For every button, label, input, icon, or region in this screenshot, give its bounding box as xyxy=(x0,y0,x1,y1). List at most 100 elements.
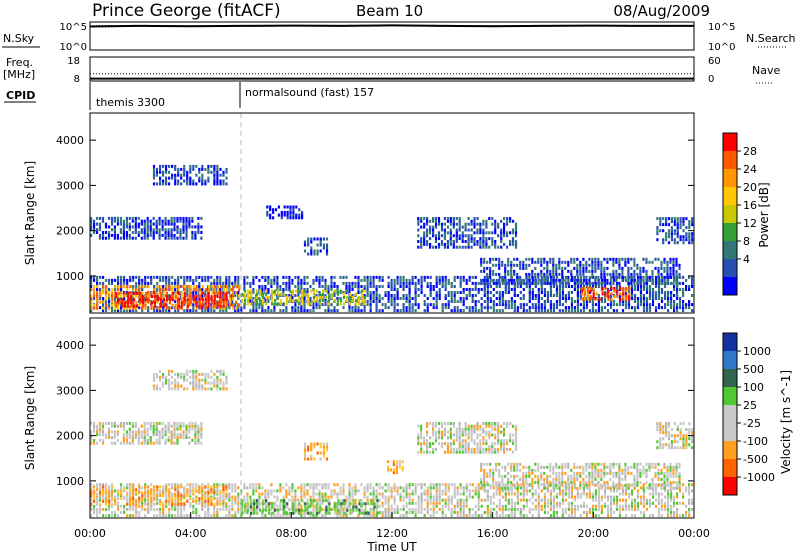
power-cell xyxy=(471,288,474,291)
velocity-cell xyxy=(423,498,426,502)
power-cell xyxy=(399,309,402,313)
velocity-cell xyxy=(270,492,273,496)
power-cell xyxy=(393,288,396,291)
velocity-cell xyxy=(363,495,366,499)
power-cell xyxy=(514,245,518,249)
velocity-cell xyxy=(453,511,456,514)
power-cell xyxy=(348,288,351,291)
power-cell xyxy=(678,275,681,279)
power-cell xyxy=(470,219,473,223)
velocity-cell xyxy=(348,489,351,493)
power-cell xyxy=(180,182,183,186)
power-cell xyxy=(96,278,99,282)
power-cell xyxy=(159,301,163,305)
power-cell xyxy=(528,306,531,310)
velocity-cell xyxy=(624,492,628,496)
velocity-cell xyxy=(537,514,540,518)
velocity-cell xyxy=(381,511,384,514)
power-cell xyxy=(315,306,318,310)
power-cell xyxy=(207,295,210,299)
power-cell xyxy=(210,285,213,289)
velocity-cell xyxy=(667,498,670,502)
velocity-cell xyxy=(516,498,519,502)
power-cell xyxy=(182,216,185,220)
velocity-cell xyxy=(294,511,297,514)
velocity-cell xyxy=(105,492,108,496)
velocity-cell xyxy=(360,498,363,502)
power-cell xyxy=(102,291,105,295)
power-cell xyxy=(423,225,426,229)
power-cell xyxy=(501,294,504,297)
power-cell xyxy=(570,272,573,276)
power-cell xyxy=(271,289,274,293)
velocity-cell xyxy=(342,483,345,487)
power-cell xyxy=(237,291,240,294)
velocity-cell xyxy=(108,494,111,498)
power-cell xyxy=(158,228,161,232)
velocity-cell xyxy=(432,504,435,508)
velocity-cell xyxy=(174,492,177,496)
power-cell xyxy=(324,296,328,299)
power-cell xyxy=(179,216,182,220)
velocity-cell xyxy=(213,504,216,508)
power-cell xyxy=(509,219,512,223)
velocity-cell xyxy=(642,489,646,493)
power-cell xyxy=(514,222,518,226)
power-cell xyxy=(182,222,185,226)
velocity-cell xyxy=(636,507,640,511)
velocity-cell xyxy=(393,489,396,493)
power-cell xyxy=(363,288,366,291)
velocity-cell xyxy=(207,511,210,514)
velocity-cell xyxy=(294,489,297,493)
power-cell xyxy=(555,285,558,288)
velocity-cell xyxy=(399,498,402,502)
velocity-cell xyxy=(348,504,351,508)
power-cell xyxy=(670,229,673,233)
velocity-cell xyxy=(255,507,258,511)
power-cell xyxy=(261,291,264,294)
velocity-cell xyxy=(549,501,552,505)
velocity-cell xyxy=(123,488,126,492)
power-cell xyxy=(509,231,512,235)
power-cell xyxy=(319,240,322,244)
power-cell xyxy=(408,303,411,307)
velocity-cell xyxy=(606,504,610,508)
velocity-cell xyxy=(501,507,504,511)
velocity-cell xyxy=(609,498,613,502)
velocity-cell xyxy=(525,489,528,493)
velocity-cell xyxy=(363,492,366,496)
power-cell xyxy=(333,289,337,293)
power-cell xyxy=(624,260,627,264)
power-cell xyxy=(167,222,170,226)
power-cell xyxy=(216,301,219,305)
power-cell xyxy=(267,278,270,282)
power-cell xyxy=(354,306,357,310)
power-cell xyxy=(237,281,240,285)
power-cell xyxy=(656,232,659,236)
velocity-cell xyxy=(513,511,516,514)
velocity-cell xyxy=(522,514,525,518)
power-cell xyxy=(555,263,558,267)
power-cell xyxy=(673,294,676,297)
power-cell xyxy=(309,300,312,303)
velocity-cell xyxy=(612,495,616,499)
power-cell xyxy=(300,289,304,293)
power-cell xyxy=(648,294,652,297)
velocity-cell xyxy=(570,504,573,508)
power-cell xyxy=(277,296,280,299)
power-cell xyxy=(141,309,144,313)
power-cell xyxy=(651,300,655,303)
power-cell xyxy=(432,219,435,223)
power-cell xyxy=(201,176,204,180)
power-cell xyxy=(378,275,381,279)
power-cell xyxy=(213,298,216,302)
power-cell xyxy=(636,297,640,300)
velocity-cell xyxy=(312,489,315,493)
power-cell xyxy=(507,291,510,294)
power-cell xyxy=(546,263,549,267)
power-cell xyxy=(615,260,618,264)
power-cell xyxy=(603,272,606,276)
velocity-cell xyxy=(510,501,513,505)
power-cell xyxy=(98,228,102,232)
power-cell xyxy=(579,260,582,264)
